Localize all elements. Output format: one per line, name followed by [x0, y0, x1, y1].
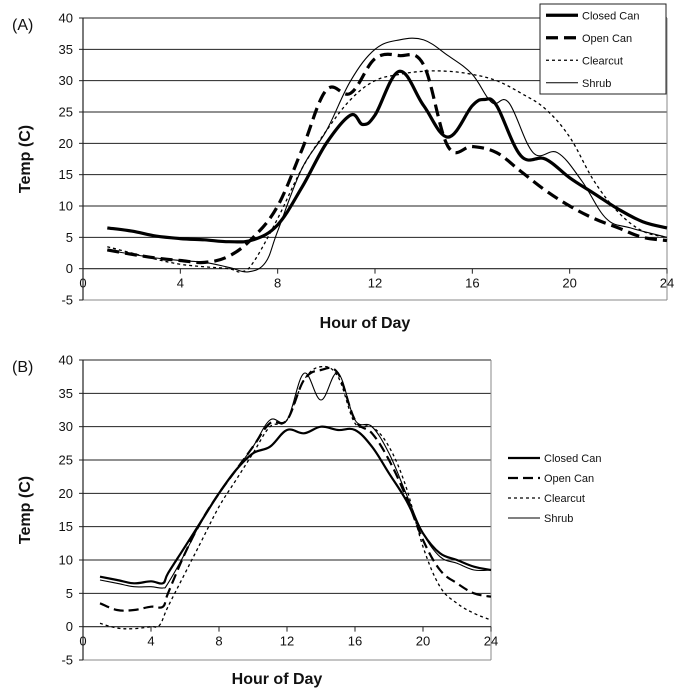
x-tick-label: 12 — [368, 276, 382, 291]
series-line-shrub — [107, 37, 668, 273]
x-axis-title: Hour of Day — [320, 315, 411, 332]
panel-label: (B) — [12, 359, 33, 376]
y-tick-label: 35 — [59, 386, 73, 401]
x-tick-label: 0 — [79, 634, 86, 649]
legend-label-shrub: Shrub — [582, 78, 611, 90]
x-tick-label: 8 — [274, 276, 281, 291]
legend-label-closed-can: Closed Can — [544, 453, 601, 465]
y-tick-label: 0 — [66, 619, 73, 634]
y-tick-label: -5 — [61, 653, 73, 668]
series-line-open-can — [99, 366, 492, 612]
legend: Closed Can Open Can Clearcut Shrub — [539, 3, 667, 95]
y-tick-label: 20 — [59, 136, 73, 151]
legend-label-clearcut: Clearcut — [544, 493, 585, 505]
y-tick-label: 40 — [59, 353, 73, 368]
legend: Closed Can Open Can Clearcut Shrub — [508, 453, 601, 525]
x-tick-label: 24 — [484, 634, 498, 649]
y-tick-label: 15 — [59, 167, 73, 182]
legend-label-open-can: Open Can — [544, 473, 594, 485]
legend-label-clearcut: Clearcut — [582, 55, 623, 67]
y-tick-label: 25 — [59, 105, 73, 120]
panel-b: (B) -5 0 5 10 15 20 25 30 35 40 0 4 8 12 16 20 24 Hour of … — [12, 353, 601, 689]
y-tick-label: -5 — [61, 293, 73, 308]
x-tick-label: 4 — [177, 276, 184, 291]
y-tick-label: 10 — [59, 199, 73, 214]
series-line-closed-can — [107, 69, 668, 244]
series-line-clearcut — [107, 70, 668, 273]
x-tick-label: 16 — [465, 276, 479, 291]
x-tick-label: 8 — [215, 634, 222, 649]
y-tick-label: 0 — [66, 261, 73, 276]
y-tick-label: 5 — [66, 230, 73, 245]
y-axis-title: Temp (C) — [17, 476, 34, 544]
legend-label-closed-can: Closed Can — [582, 10, 639, 22]
y-tick-label: 30 — [59, 419, 73, 434]
x-tick-label: 20 — [416, 634, 430, 649]
y-tick-label: 25 — [59, 453, 73, 468]
y-tick-label: 10 — [59, 553, 73, 568]
y-tick-label: 35 — [59, 42, 73, 57]
legend-label-open-can: Open Can — [582, 33, 632, 45]
legend-box — [539, 3, 667, 95]
panel-a: (A) -5 0 5 10 15 20 25 30 35 40 0 4 8 12 16 20 24 Hour of … — [12, 3, 674, 332]
y-tick-label: 5 — [66, 586, 73, 601]
y-tick-label: 40 — [59, 11, 73, 26]
panel-label: (A) — [12, 17, 33, 34]
series-line-clearcut — [99, 365, 492, 630]
y-tick-label: 15 — [59, 519, 73, 534]
x-tick-label: 16 — [348, 634, 362, 649]
y-axis-title: Temp (C) — [17, 125, 34, 193]
series-line-shrub — [99, 372, 492, 589]
x-tick-label: 24 — [660, 276, 674, 291]
x-tick-label: 12 — [280, 634, 294, 649]
x-tick-label: 20 — [562, 276, 576, 291]
y-tick-label: 30 — [59, 73, 73, 88]
x-tick-label: 4 — [147, 634, 154, 649]
x-axis-title: Hour of Day — [232, 671, 323, 688]
legend-label-shrub: Shrub — [544, 513, 573, 525]
x-tick-label: 0 — [79, 276, 86, 291]
y-tick-label: 20 — [59, 486, 73, 501]
